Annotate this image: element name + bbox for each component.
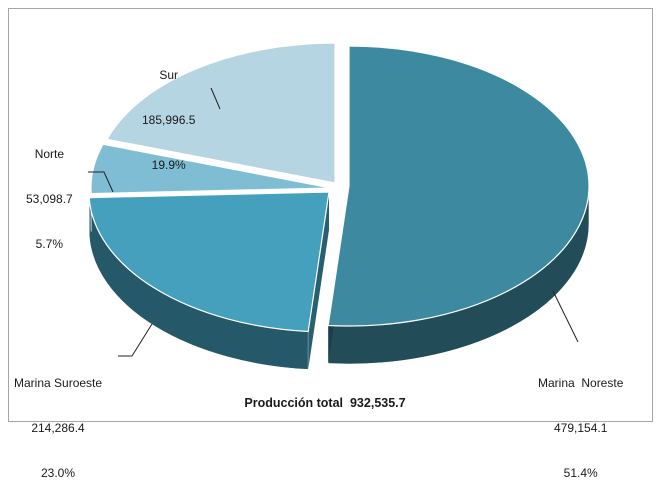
slice-label-name: Sur [142,68,195,83]
slice-label-value: 185,996.5 [142,113,195,128]
leader-line-2 [118,324,152,356]
slice-label-value: 53,098.7 [26,192,73,207]
total-label: Producción total [244,396,343,410]
slice-label-name: Marina Suroeste [14,376,102,391]
slice-label-name: Marina Noreste [538,376,623,391]
slice-label-marina-noreste: Marina Noreste 479,154.1 51.4% [538,346,623,496]
pie-slice-1 [89,192,329,331]
slice-label-name: Norte [26,147,73,162]
slice-label-norte: Norte 53,098.7 5.7% [26,117,73,267]
slice-label-marina-suroeste: Marina Suroeste 214,286.4 23.0% [14,346,102,496]
slice-label-sur: Sur 185,996.5 19.9% [142,38,195,188]
total-value: 932,535.7 [350,396,406,410]
slice-label-percent: 51.4% [538,466,623,481]
slice-label-value: 214,286.4 [14,421,102,436]
slice-label-percent: 23.0% [14,466,102,481]
slice-label-percent: 5.7% [26,237,73,252]
slice-label-percent: 19.9% [142,158,195,173]
total-production: Producción total 932,535.7 [205,396,445,410]
leader-line-3 [553,291,578,342]
slice-label-value: 479,154.1 [538,421,623,436]
